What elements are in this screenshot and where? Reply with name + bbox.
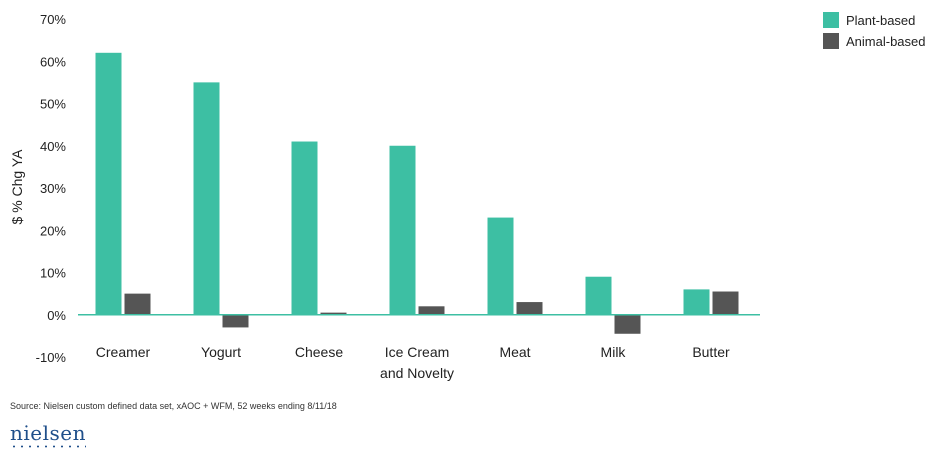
y-tick-label: 60% bbox=[40, 54, 66, 69]
y-axis-ticks: -10% 0% 10% 20% 30% 40% 50% 60% 70% bbox=[36, 12, 67, 365]
category-label: Butter bbox=[692, 344, 730, 360]
logo-text: nielsen bbox=[10, 421, 86, 445]
category-label: Meat bbox=[499, 344, 530, 360]
plant-based-bar bbox=[487, 217, 514, 315]
animal-based-bar bbox=[320, 312, 347, 315]
y-tick-label: 30% bbox=[40, 181, 66, 196]
animal-based-bar bbox=[516, 302, 543, 315]
animal-based-bar bbox=[222, 314, 249, 328]
logo-dots bbox=[10, 445, 86, 448]
category-label: Yogurt bbox=[201, 344, 241, 360]
y-axis-label: $ % Chg YA bbox=[9, 149, 25, 225]
y-tick-label: 0% bbox=[47, 308, 66, 323]
plant-based-bar bbox=[95, 52, 122, 315]
y-tick-label: 50% bbox=[40, 97, 66, 112]
y-tick-label: -10% bbox=[36, 350, 67, 365]
plant-based-bar bbox=[683, 289, 710, 315]
source-note: Source: Nielsen custom defined data set,… bbox=[10, 401, 337, 411]
y-tick-label: 70% bbox=[40, 12, 66, 27]
plant-based-bar bbox=[585, 276, 612, 315]
y-tick-label: 20% bbox=[40, 223, 66, 238]
legend-label: Plant-based bbox=[846, 13, 915, 28]
plant-based-bar bbox=[291, 141, 318, 315]
category-label: Cheese bbox=[295, 344, 343, 360]
legend-swatch bbox=[823, 33, 839, 49]
plant-based-bar bbox=[389, 145, 416, 315]
legend-swatch bbox=[823, 12, 839, 28]
category-label: Ice Cream and Novelty bbox=[380, 344, 454, 381]
category-label: Creamer bbox=[96, 344, 151, 360]
animal-based-bar bbox=[124, 293, 151, 315]
animal-based-bar bbox=[418, 306, 445, 315]
y-axis-label-group: $ % Chg YA bbox=[9, 149, 25, 225]
bar-chart: $ % Chg YA -10% 0% 10% 20% 30% 40% 50% 60% 70% C… bbox=[9, 12, 926, 381]
x-axis-labels: Creamer Yogurt Cheese Ice Cream and Novelty M… bbox=[96, 344, 730, 381]
legend-label: Animal-based bbox=[846, 34, 926, 49]
animal-based-bar bbox=[614, 314, 641, 334]
y-tick-label: 40% bbox=[40, 139, 66, 154]
animal-based-bar bbox=[712, 291, 739, 315]
legend: Plant-based Animal-based bbox=[823, 12, 926, 49]
y-tick-label: 10% bbox=[40, 266, 66, 281]
category-label: Milk bbox=[601, 344, 627, 360]
nielsen-logo: nielsen bbox=[10, 423, 86, 448]
plant-based-bar bbox=[193, 82, 220, 315]
bars bbox=[95, 52, 739, 334]
